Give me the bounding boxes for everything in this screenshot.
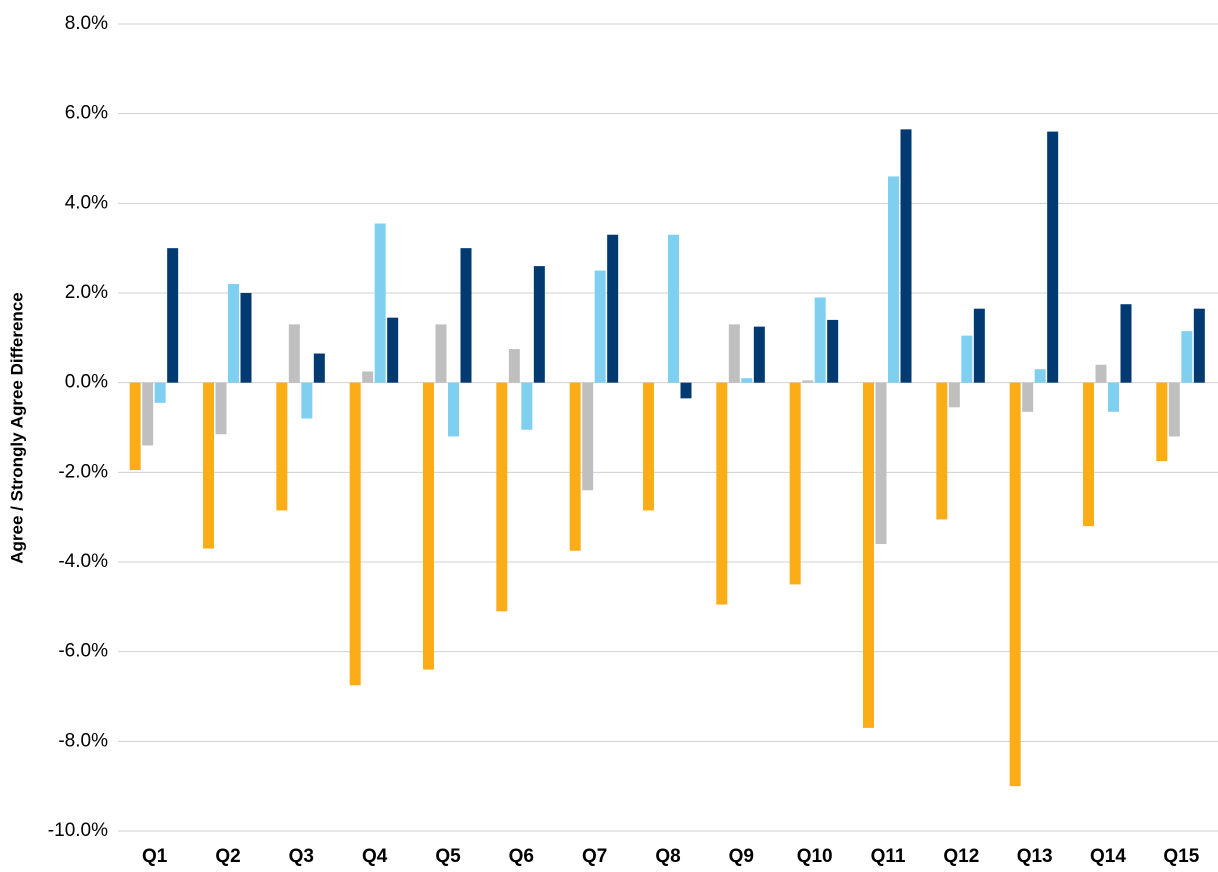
bar — [814, 297, 826, 383]
bar — [374, 223, 386, 383]
y-tick-label: -8.0% — [58, 730, 108, 751]
bar — [1022, 382, 1034, 412]
bar — [313, 353, 325, 383]
y-tick-label: 0.0% — [65, 372, 108, 393]
bar — [301, 382, 313, 419]
bar — [1095, 364, 1107, 383]
bar — [1108, 382, 1119, 412]
y-axis-label: Agree / Strongly Agree Difference — [7, 292, 26, 563]
y-tick-label: 4.0% — [65, 192, 108, 213]
bar — [362, 371, 374, 383]
bar — [448, 382, 459, 437]
bar — [1193, 308, 1205, 383]
bar — [1047, 131, 1059, 383]
bar — [240, 293, 252, 383]
bar — [863, 382, 874, 728]
x-tick-label: Q7 — [582, 846, 607, 867]
y-tick-label: -6.0% — [58, 641, 108, 662]
bar — [1181, 331, 1193, 383]
bar — [460, 248, 472, 383]
bar — [900, 129, 912, 383]
bar — [741, 378, 753, 383]
bar — [142, 382, 154, 446]
bar — [167, 248, 179, 383]
bar — [569, 382, 581, 551]
x-tick-label: Q5 — [435, 846, 461, 867]
bar — [215, 382, 227, 435]
bar — [533, 266, 545, 383]
bar — [228, 284, 239, 383]
bar — [827, 319, 839, 383]
x-tick-label: Q12 — [943, 846, 979, 867]
y-tick-label: -10.0% — [48, 820, 108, 841]
bar — [973, 308, 985, 383]
x-tick-label: Q2 — [215, 846, 240, 867]
bar — [594, 270, 606, 383]
bar — [1083, 382, 1094, 527]
x-tick-label: Q6 — [509, 846, 534, 867]
bar — [753, 326, 765, 383]
x-tick-label: Q4 — [362, 846, 388, 867]
bar — [607, 234, 619, 383]
x-tick-label: Q10 — [797, 846, 833, 867]
bar — [435, 324, 447, 383]
bar — [276, 382, 288, 511]
bar — [423, 382, 434, 670]
x-tick-label: Q14 — [1090, 846, 1126, 867]
bar — [1156, 382, 1168, 462]
bar — [1034, 369, 1046, 383]
bar — [349, 382, 361, 686]
bar — [802, 380, 814, 383]
y-tick-label: -4.0% — [58, 551, 108, 572]
bar — [643, 382, 654, 511]
bar — [1120, 304, 1132, 383]
x-tick-label: Q15 — [1163, 846, 1199, 867]
x-tick-label: Q1 — [142, 846, 168, 867]
bar — [521, 382, 533, 430]
y-tick-label: 6.0% — [65, 103, 108, 124]
bar — [496, 382, 508, 612]
bar — [387, 317, 399, 383]
x-tick-label: Q8 — [655, 846, 680, 867]
bar — [716, 382, 728, 605]
bar — [129, 382, 141, 471]
x-tick-label: Q9 — [729, 846, 754, 867]
bar — [154, 382, 166, 403]
bar — [288, 324, 300, 383]
bar — [1168, 382, 1180, 437]
bar — [888, 176, 899, 383]
bar — [1009, 382, 1021, 787]
y-tick-label: 2.0% — [65, 282, 108, 303]
y-tick-label: 8.0% — [65, 13, 108, 34]
y-tick-label: -2.0% — [58, 461, 108, 482]
bar — [582, 382, 594, 491]
x-tick-label: Q3 — [289, 846, 314, 867]
bar — [508, 349, 520, 383]
bar — [789, 382, 801, 585]
x-tick-label: Q13 — [1017, 846, 1053, 867]
bar — [961, 335, 973, 383]
bar — [680, 382, 692, 399]
bar — [728, 324, 740, 383]
bar — [948, 382, 960, 408]
bar — [875, 382, 887, 545]
bar — [203, 382, 214, 549]
bar — [936, 382, 948, 520]
bar — [668, 234, 679, 383]
x-tick-label: Q11 — [871, 846, 906, 867]
